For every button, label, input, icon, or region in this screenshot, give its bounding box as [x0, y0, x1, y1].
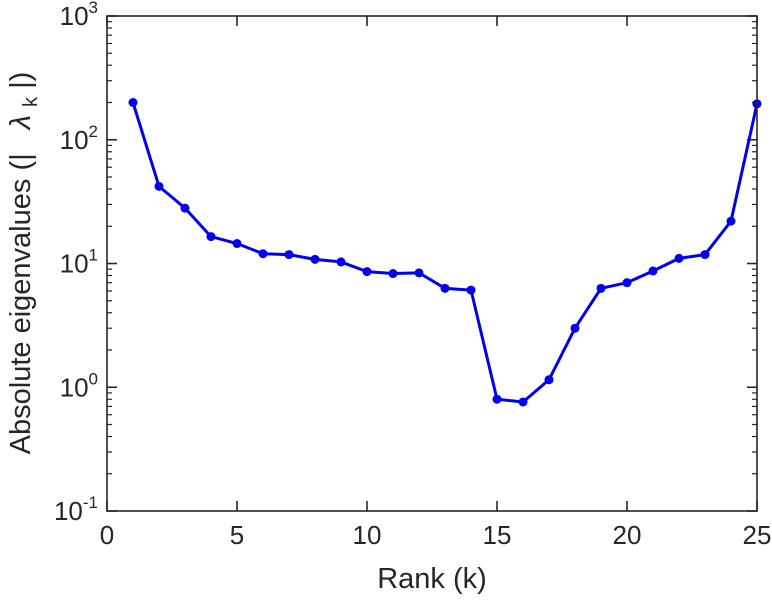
axis-box [106, 15, 758, 512]
data-point-marker [180, 203, 190, 213]
data-point-marker [544, 375, 554, 385]
data-point-marker [726, 216, 736, 226]
y-tick-label: 100 [60, 369, 98, 402]
data-point-marker [622, 278, 632, 288]
x-tick-label: 15 [483, 520, 512, 550]
data-point-marker [388, 269, 398, 279]
x-axis-label: Rank (k) [377, 563, 487, 595]
data-point-marker [466, 285, 476, 295]
data-point-marker [518, 397, 528, 407]
x-tick-label: 5 [230, 520, 244, 550]
data-point-marker [440, 283, 450, 293]
y-axis-label-suffix: |) [5, 72, 37, 89]
tick-labels-layer: 0 5 10 15 20 25 10-1 100 101 102 103 [54, 0, 772, 550]
data-point-marker [492, 394, 502, 404]
data-point-marker [284, 250, 294, 260]
x-tick-label: 10 [353, 520, 382, 550]
line-series [131, 101, 759, 404]
data-point-marker [674, 253, 684, 263]
data-point-marker [206, 232, 216, 242]
y-tick-label: 10-1 [54, 493, 98, 526]
y-axis-label-prefix: Absolute eigenvalues (| [5, 153, 37, 454]
x-tick-label: 25 [743, 520, 772, 550]
data-point-marker [596, 283, 606, 293]
y-tick-label: 103 [60, 0, 98, 31]
y-tick-label: 101 [60, 246, 98, 279]
y-tick-label: 102 [60, 122, 98, 155]
lambda-subscript: k [20, 96, 42, 107]
line-series-layer [128, 98, 762, 407]
lambda-symbol: λ [5, 115, 37, 131]
data-point-marker [362, 267, 372, 277]
data-point-marker [570, 323, 580, 333]
data-point-marker [700, 250, 710, 260]
data-point-marker [336, 257, 346, 267]
data-point-marker [232, 239, 242, 249]
axis-box-layer [106, 15, 758, 512]
data-point-marker [414, 268, 424, 278]
data-point-marker [128, 98, 138, 107]
data-point-marker [258, 249, 268, 259]
y-axis-label: Absolute eigenvalues (| λ k |) [5, 72, 44, 455]
data-point-marker [154, 181, 164, 191]
data-point-marker [310, 254, 320, 264]
axis-ticks [106, 15, 758, 512]
x-tick-label: 20 [613, 520, 642, 550]
data-point-marker [648, 266, 658, 276]
x-tick-label: 0 [100, 520, 114, 550]
